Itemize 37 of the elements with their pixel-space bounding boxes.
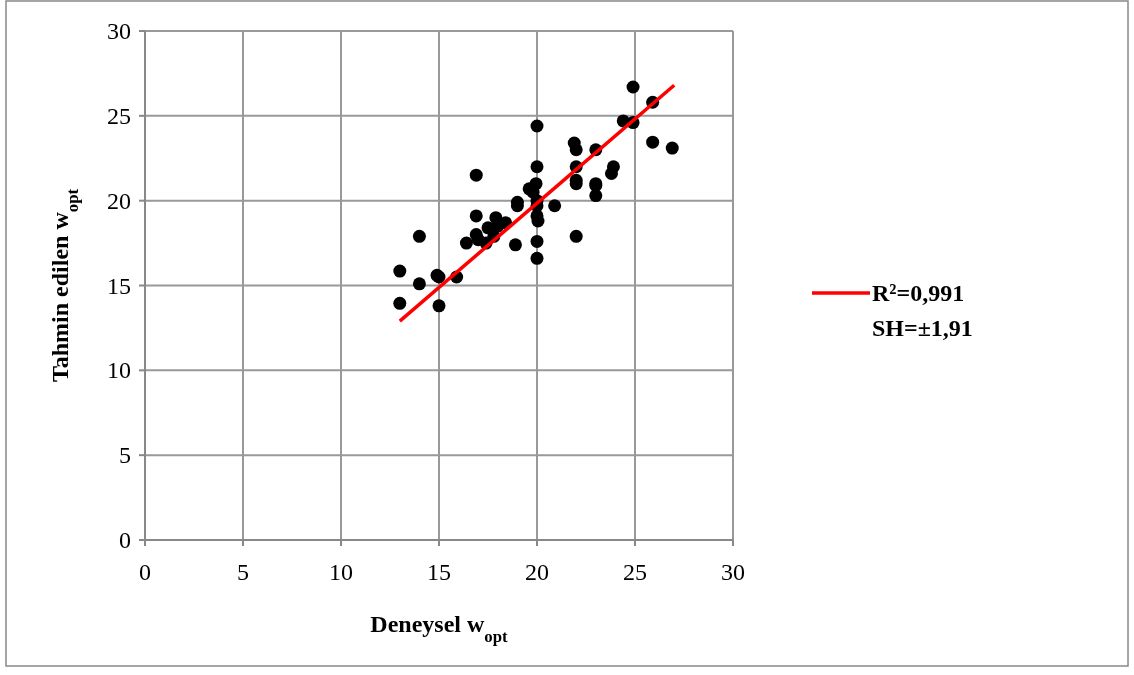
x-tick-label: 15 bbox=[427, 559, 451, 585]
point bbox=[646, 135, 660, 149]
y-tick-label: 15 bbox=[107, 272, 131, 299]
point bbox=[548, 199, 562, 213]
y-tick-label: 0 bbox=[119, 527, 131, 553]
y-tick-label: 10 bbox=[107, 357, 131, 384]
point bbox=[530, 160, 544, 174]
point bbox=[508, 238, 522, 252]
point bbox=[530, 251, 544, 265]
y-tick-label: 30 bbox=[107, 18, 131, 44]
point bbox=[530, 234, 544, 248]
x-tick-label: 10 bbox=[329, 559, 353, 585]
point bbox=[530, 119, 544, 133]
point bbox=[469, 209, 483, 223]
point bbox=[569, 229, 583, 243]
x-tick-label: 0 bbox=[139, 559, 151, 585]
point bbox=[393, 264, 407, 278]
point bbox=[469, 168, 483, 182]
point bbox=[393, 296, 407, 310]
y-tick-label: 20 bbox=[107, 187, 131, 214]
legend-label: R²=0,991 SH=±1,91 bbox=[872, 280, 973, 341]
x-axis-title: Deneysel w$_{opt}$ bbox=[370, 611, 509, 646]
point bbox=[604, 167, 618, 181]
x-tick-label: 25 bbox=[623, 559, 647, 585]
point bbox=[665, 141, 679, 155]
x-tick-label: 20 bbox=[525, 559, 549, 585]
x-tick-label: 5 bbox=[237, 559, 249, 585]
y-tick-label: 5 bbox=[119, 442, 131, 469]
point bbox=[412, 229, 426, 243]
point bbox=[459, 236, 473, 250]
point bbox=[626, 80, 640, 94]
point bbox=[432, 299, 446, 313]
point bbox=[589, 189, 603, 203]
point bbox=[412, 277, 426, 291]
x-tick-label: 30 bbox=[721, 559, 745, 585]
point bbox=[569, 143, 583, 157]
y-tick-label: 25 bbox=[107, 102, 131, 129]
